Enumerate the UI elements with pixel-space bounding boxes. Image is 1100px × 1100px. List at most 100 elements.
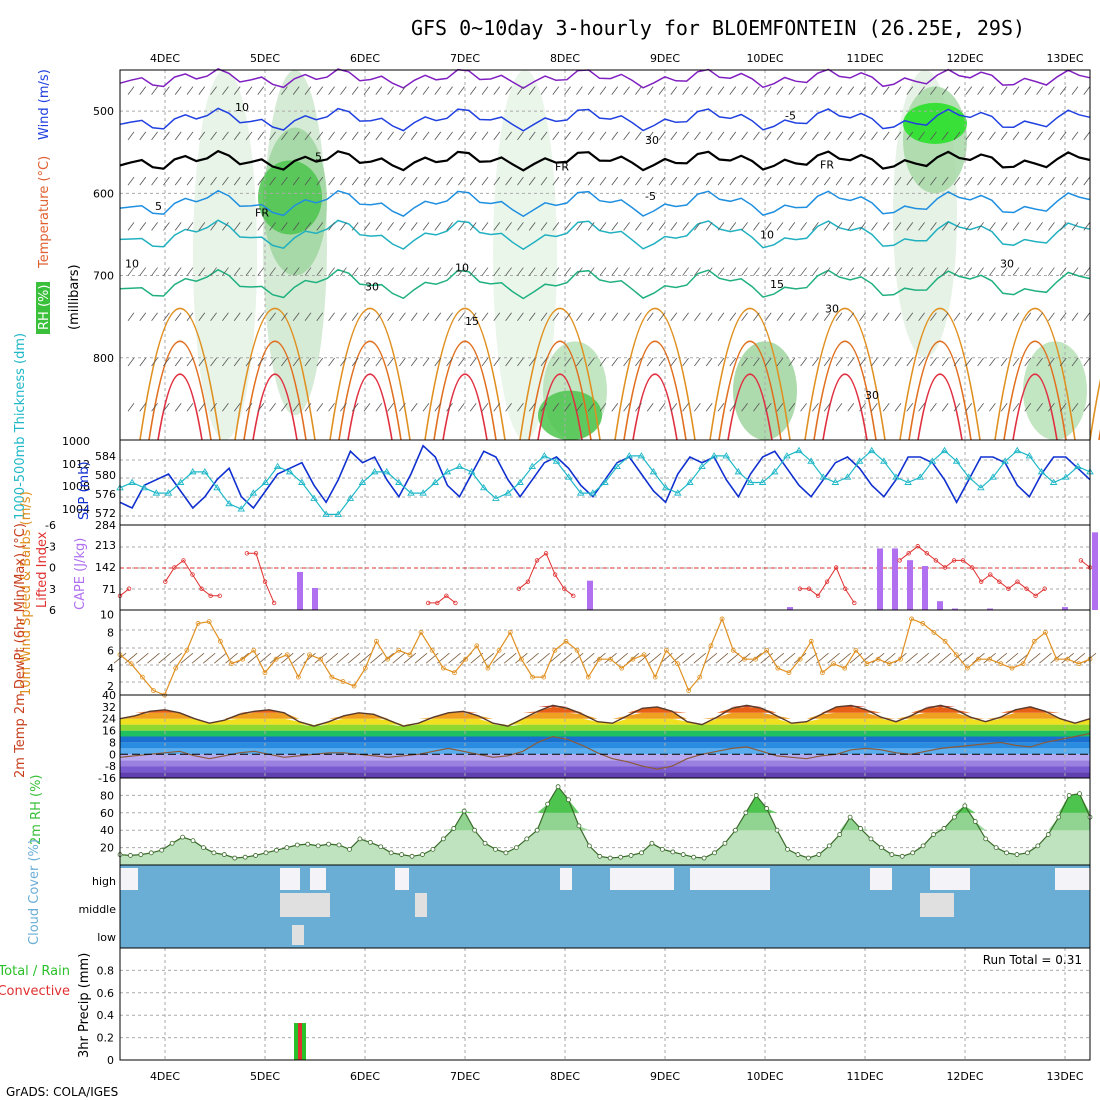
wind-barb bbox=[458, 402, 465, 412]
li-line bbox=[246, 552, 275, 604]
wind-barb bbox=[174, 86, 182, 95]
rh-shade bbox=[903, 102, 967, 144]
wind-barb bbox=[646, 176, 654, 186]
wind-barb bbox=[953, 402, 961, 412]
wind-barb bbox=[729, 267, 737, 276]
thickness-marker bbox=[892, 473, 900, 480]
thickness-marker bbox=[770, 468, 779, 475]
temp-contour-warm bbox=[537, 373, 583, 441]
wind-barb bbox=[717, 267, 725, 276]
wind-barb bbox=[257, 357, 265, 367]
wind-barb bbox=[163, 267, 170, 276]
wind-barb bbox=[458, 357, 465, 367]
wind-barb bbox=[812, 131, 819, 141]
wind-barb bbox=[481, 267, 489, 276]
wind-barb bbox=[552, 176, 560, 186]
wind-barb bbox=[340, 267, 347, 276]
wind-barb bbox=[823, 86, 831, 95]
cape-bar bbox=[1092, 532, 1098, 610]
rh-marker bbox=[837, 832, 843, 837]
wind-speed-marker bbox=[563, 638, 569, 644]
wind-barb bbox=[375, 176, 383, 186]
y-axis-label-rh2m: 2m RH (%) bbox=[29, 774, 44, 845]
wind-barb bbox=[363, 86, 371, 95]
thickness-marker bbox=[322, 510, 330, 517]
wind-barb-10m bbox=[247, 652, 261, 664]
wind-barb bbox=[222, 267, 229, 276]
thickness-marker bbox=[673, 489, 682, 496]
wind-barb bbox=[587, 267, 595, 276]
wind-barb bbox=[788, 267, 796, 276]
wind-barb bbox=[151, 131, 158, 141]
thickness-marker bbox=[492, 494, 500, 501]
rh-marker bbox=[983, 836, 989, 842]
wind-barb bbox=[493, 357, 501, 367]
wind-speed-marker bbox=[753, 656, 758, 662]
wind-barb bbox=[434, 176, 442, 186]
wind-barb-10m bbox=[124, 652, 138, 664]
wind-barb bbox=[292, 357, 300, 367]
wind-barb bbox=[1083, 267, 1091, 276]
wind-barb bbox=[292, 222, 300, 231]
wind-barb bbox=[859, 402, 866, 412]
wind-speed-marker bbox=[775, 665, 781, 671]
wind-barb bbox=[564, 131, 571, 141]
wind-speed-marker bbox=[474, 643, 480, 649]
wind-barb bbox=[729, 131, 737, 141]
wind-barb bbox=[930, 312, 937, 322]
wind-barb bbox=[233, 131, 241, 141]
rh-shade bbox=[258, 160, 322, 235]
x-tick-label-bottom: 10DEC bbox=[746, 1070, 783, 1083]
wind-barb bbox=[328, 357, 335, 367]
wind-barb bbox=[257, 312, 265, 322]
wind-barb bbox=[174, 357, 182, 367]
wind-barb bbox=[741, 176, 748, 186]
wind-barb bbox=[1059, 312, 1067, 322]
li-marker bbox=[271, 600, 277, 606]
wind-barb bbox=[941, 222, 949, 231]
wind-barb bbox=[776, 222, 784, 231]
wind-barb bbox=[1059, 402, 1067, 412]
wind-barb bbox=[363, 357, 371, 367]
wind-barb bbox=[564, 176, 571, 186]
wind-barb bbox=[127, 131, 135, 141]
thickness-marker bbox=[419, 489, 427, 496]
wind-barb bbox=[894, 176, 902, 186]
wind-barb bbox=[281, 402, 288, 412]
wind-speed-marker bbox=[675, 661, 680, 667]
wind-barb bbox=[835, 312, 843, 322]
wind-barb bbox=[552, 267, 560, 276]
wind-barb bbox=[894, 131, 902, 141]
wind-barb bbox=[835, 86, 843, 95]
wind-barb bbox=[587, 86, 595, 95]
wind-barb bbox=[233, 222, 241, 231]
wind-barb bbox=[446, 357, 453, 367]
wind-barb bbox=[186, 402, 194, 412]
contour-label: 10 bbox=[760, 229, 774, 242]
wind-barb bbox=[717, 176, 725, 186]
wind-barb bbox=[1024, 357, 1032, 367]
rh-marker bbox=[858, 826, 863, 831]
li-marker bbox=[997, 579, 1002, 584]
wind-barb bbox=[882, 312, 890, 322]
wind-barb bbox=[552, 131, 560, 141]
rh-marker bbox=[952, 814, 957, 820]
wind-barb-10m bbox=[202, 652, 216, 664]
contour-label: -5 bbox=[645, 190, 656, 203]
rh-marker bbox=[972, 819, 978, 824]
wind-barb bbox=[965, 222, 973, 231]
wind-barb bbox=[174, 176, 182, 186]
wind-barb bbox=[611, 131, 619, 141]
rh-marker bbox=[190, 838, 196, 844]
wind-barb bbox=[694, 131, 701, 141]
wind-barb bbox=[717, 222, 725, 231]
wind-barb bbox=[906, 86, 914, 95]
wind-barb bbox=[328, 131, 335, 141]
wind-barb bbox=[328, 402, 335, 412]
thickness-marker bbox=[964, 473, 973, 480]
wind-barb bbox=[882, 402, 890, 412]
wind-barb bbox=[1071, 176, 1079, 186]
wind-barb bbox=[788, 86, 796, 95]
rh-marker bbox=[816, 852, 822, 857]
li-line bbox=[1080, 560, 1091, 568]
